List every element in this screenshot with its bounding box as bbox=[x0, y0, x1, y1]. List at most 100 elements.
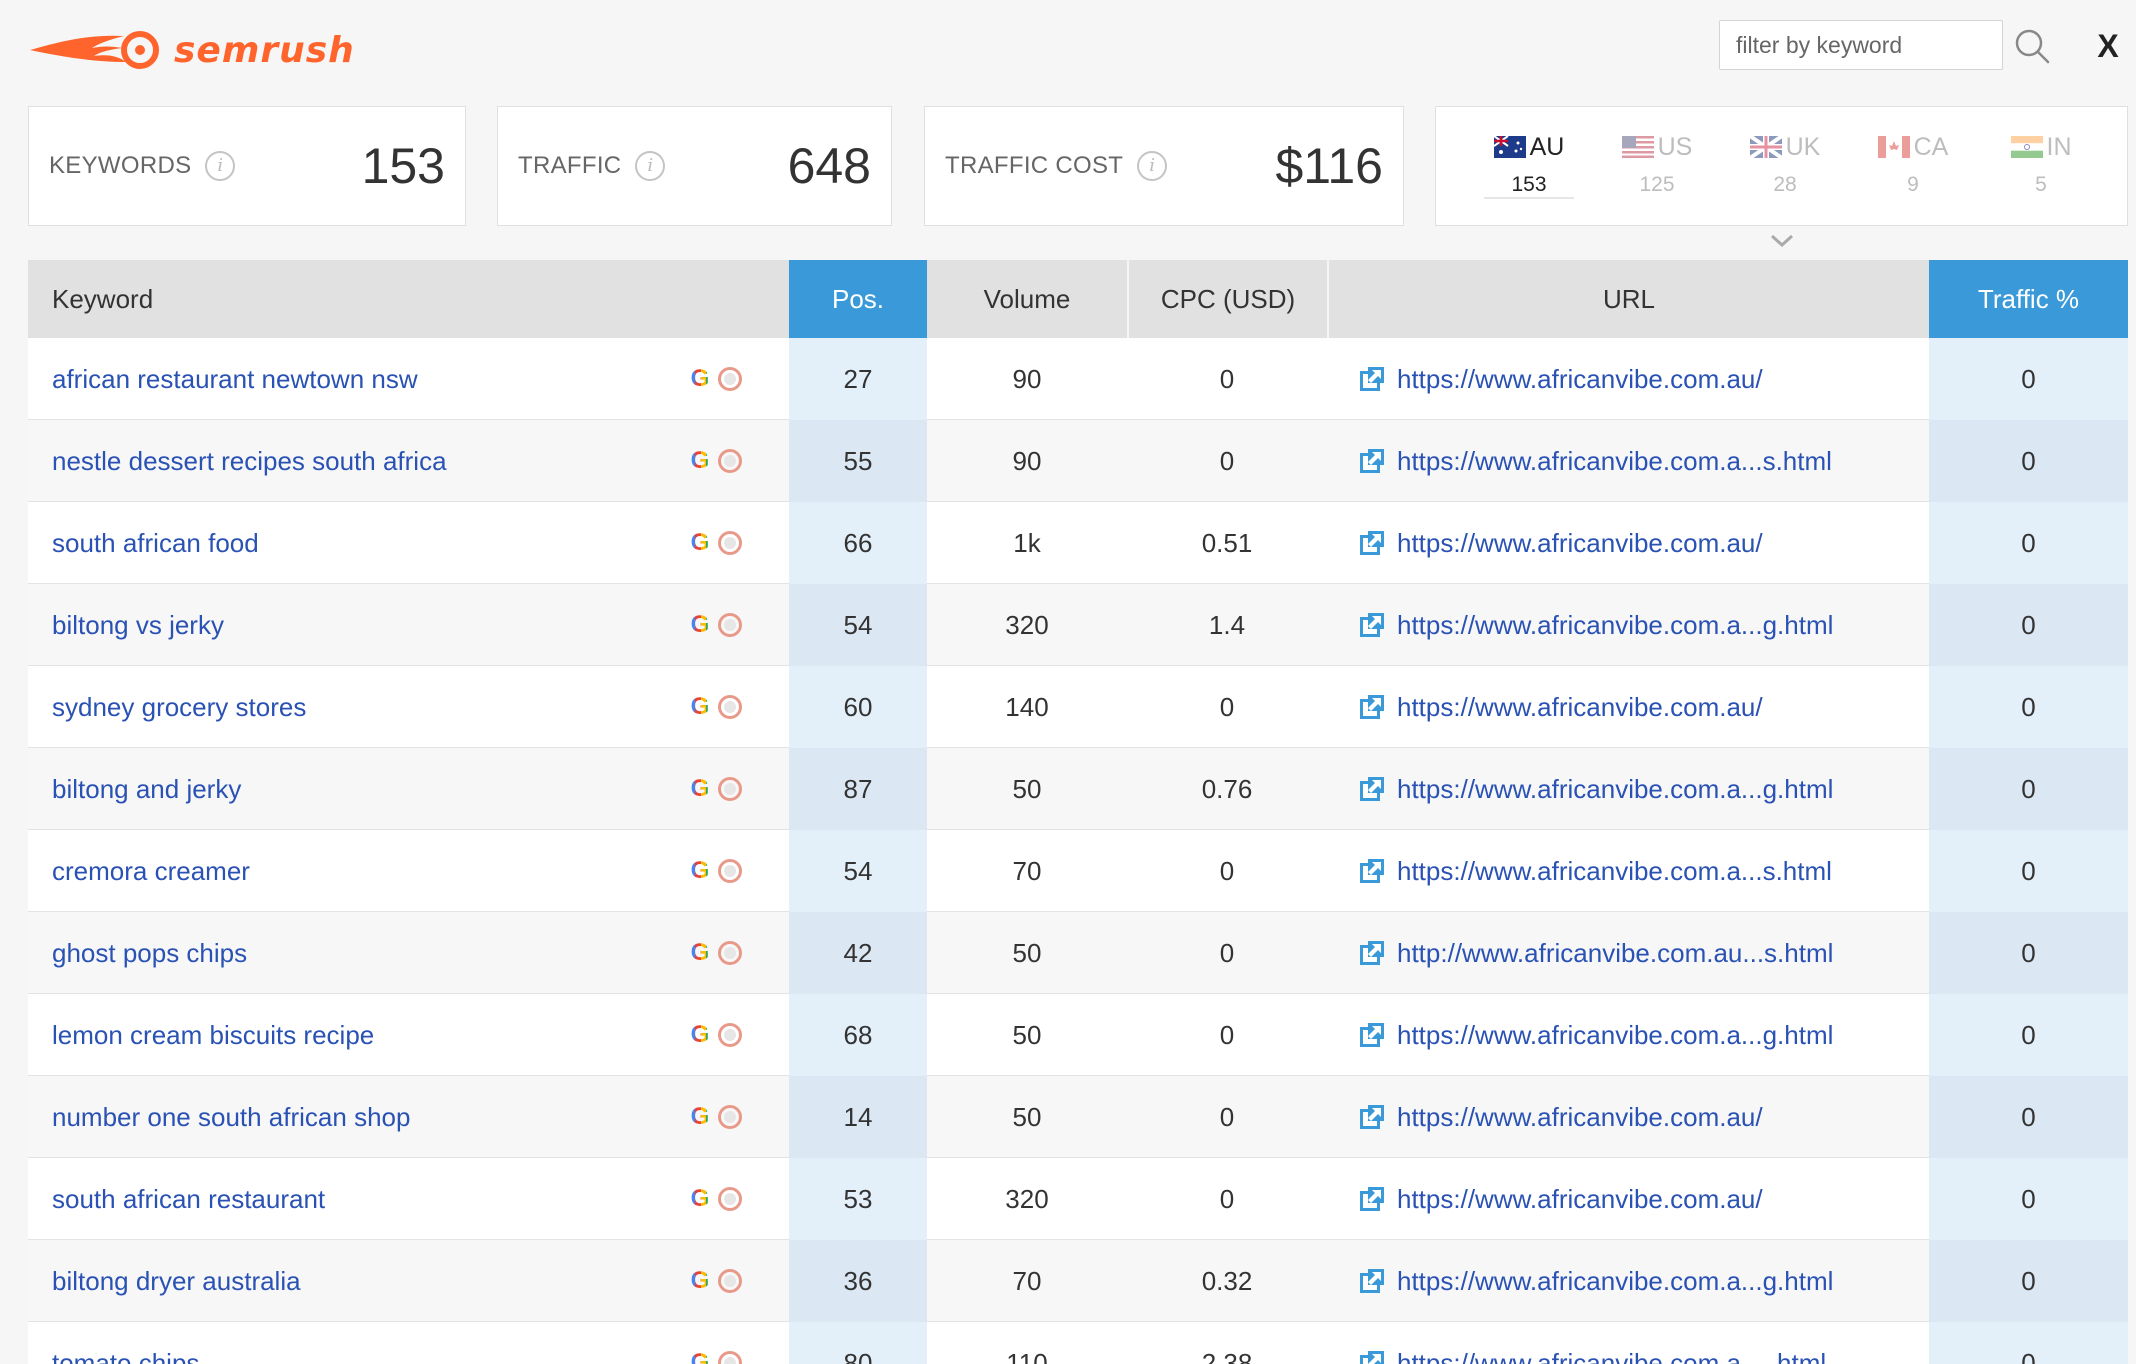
url-link[interactable]: https://www.africanvibe.com.a...s.html bbox=[1397, 855, 1832, 886]
external-link-icon[interactable] bbox=[1359, 1268, 1385, 1294]
serp-features-icon[interactable] bbox=[718, 1187, 742, 1211]
external-link-icon[interactable] bbox=[1359, 1186, 1385, 1212]
google-icon[interactable]: G bbox=[688, 449, 712, 473]
column-header-keyword[interactable]: Keyword bbox=[52, 283, 154, 314]
filter-keyword-input[interactable] bbox=[1720, 21, 2002, 69]
url-link[interactable]: https://www.africanvibe.com.a...g.html bbox=[1397, 1019, 1834, 1050]
url-cell[interactable]: https://www.africanvibe.com.a...s.html bbox=[1359, 420, 1919, 502]
serp-features-icon[interactable] bbox=[718, 1269, 742, 1293]
close-button[interactable]: X bbox=[2097, 28, 2119, 64]
google-icon[interactable]: G bbox=[688, 613, 712, 637]
column-header-url[interactable]: URL bbox=[1327, 260, 1929, 338]
info-icon[interactable]: i bbox=[635, 151, 666, 181]
google-icon[interactable]: G bbox=[688, 531, 712, 555]
url-link[interactable]: https://www.africanvibe.com.au/ bbox=[1397, 691, 1763, 722]
filter-keyword-field[interactable] bbox=[1719, 20, 2003, 70]
google-icon[interactable]: G bbox=[688, 941, 712, 965]
url-cell[interactable]: https://www.africanvibe.com.a...g.html bbox=[1359, 584, 1919, 666]
url-cell[interactable]: https://www.africanvibe.com.a.....html bbox=[1359, 1322, 1919, 1364]
keyword-link[interactable]: south african food bbox=[52, 527, 259, 558]
search-icon[interactable] bbox=[2012, 26, 2052, 66]
url-cell[interactable]: https://www.africanvibe.com.au/ bbox=[1359, 1158, 1919, 1240]
url-cell[interactable]: https://www.africanvibe.com.au/ bbox=[1359, 666, 1919, 748]
database-us[interactable]: US 125 bbox=[1612, 131, 1702, 197]
serp-features-icon[interactable] bbox=[718, 859, 742, 883]
url-link[interactable]: https://www.africanvibe.com.a...g.html bbox=[1397, 609, 1834, 640]
keyword-link[interactable]: sydney grocery stores bbox=[52, 691, 307, 722]
url-link[interactable]: https://www.africanvibe.com.a...s.html bbox=[1397, 445, 1832, 476]
url-cell[interactable]: https://www.africanvibe.com.a...g.html bbox=[1359, 748, 1919, 830]
google-icon[interactable]: G bbox=[688, 367, 712, 391]
external-link-icon[interactable] bbox=[1359, 940, 1385, 966]
external-link-icon[interactable] bbox=[1359, 448, 1385, 474]
external-link-icon[interactable] bbox=[1359, 530, 1385, 556]
url-cell[interactable]: https://www.africanvibe.com.au/ bbox=[1359, 502, 1919, 584]
keyword-link[interactable]: number one south african shop bbox=[52, 1101, 411, 1132]
serp-features-icon[interactable] bbox=[718, 1351, 742, 1364]
keyword-link[interactable]: ghost pops chips bbox=[52, 937, 248, 968]
keyword-link[interactable]: nestle dessert recipes south africa bbox=[52, 445, 447, 476]
database-uk[interactable]: UK 28 bbox=[1740, 131, 1830, 197]
google-icon[interactable]: G bbox=[688, 1023, 712, 1047]
google-icon[interactable]: G bbox=[688, 1269, 712, 1293]
column-header-pos[interactable]: Pos. bbox=[789, 260, 927, 338]
serp-features-icon[interactable] bbox=[718, 777, 742, 801]
chevron-down-icon[interactable] bbox=[1768, 230, 1796, 250]
google-icon[interactable]: G bbox=[688, 859, 712, 883]
url-cell[interactable]: https://www.africanvibe.com.au/ bbox=[1359, 1076, 1919, 1158]
url-link[interactable]: https://www.africanvibe.com.au/ bbox=[1397, 1101, 1763, 1132]
external-link-icon[interactable] bbox=[1359, 858, 1385, 884]
keyword-link[interactable]: south african restaurant bbox=[52, 1183, 326, 1214]
external-link-icon[interactable] bbox=[1359, 612, 1385, 638]
keyword-link[interactable]: biltong and jerky bbox=[52, 773, 242, 804]
position-value: 54 bbox=[843, 855, 873, 886]
google-icon[interactable]: G bbox=[688, 777, 712, 801]
keyword-link[interactable]: cremora creamer bbox=[52, 855, 250, 886]
serp-features-icon[interactable] bbox=[718, 941, 742, 965]
column-header-cpc[interactable]: CPC (USD) bbox=[1127, 260, 1327, 338]
google-icon[interactable]: G bbox=[688, 1105, 712, 1129]
serp-features-icon[interactable] bbox=[718, 1105, 742, 1129]
url-link[interactable]: https://www.africanvibe.com.au/ bbox=[1397, 1183, 1763, 1214]
keyword-link[interactable]: biltong vs jerky bbox=[52, 609, 224, 640]
serp-features-icon[interactable] bbox=[718, 613, 742, 637]
database-in[interactable]: IN 5 bbox=[1996, 131, 2086, 197]
info-icon[interactable]: i bbox=[1137, 151, 1168, 181]
url-link[interactable]: https://www.africanvibe.com.a...g.html bbox=[1397, 1265, 1834, 1296]
keyword-link[interactable]: biltong dryer australia bbox=[52, 1265, 301, 1296]
url-link[interactable]: https://www.africanvibe.com.a...g.html bbox=[1397, 773, 1834, 804]
serp-features-icon[interactable] bbox=[718, 449, 742, 473]
external-link-icon[interactable] bbox=[1359, 776, 1385, 802]
url-cell[interactable]: http://www.africanvibe.com.au...s.html bbox=[1359, 912, 1919, 994]
url-link[interactable]: https://www.africanvibe.com.au/ bbox=[1397, 527, 1763, 558]
url-cell[interactable]: https://www.africanvibe.com.au/ bbox=[1359, 338, 1919, 420]
column-header-volume[interactable]: Volume bbox=[983, 283, 1071, 314]
external-link-icon[interactable] bbox=[1359, 1350, 1385, 1364]
url-link[interactable]: http://www.africanvibe.com.au...s.html bbox=[1397, 937, 1834, 968]
serp-features-icon[interactable] bbox=[718, 695, 742, 719]
url-link[interactable]: https://www.africanvibe.com.a.....html bbox=[1397, 1347, 1827, 1364]
google-icon[interactable]: G bbox=[688, 1187, 712, 1211]
url-cell[interactable]: https://www.africanvibe.com.a...g.html bbox=[1359, 994, 1919, 1076]
url-cell[interactable]: https://www.africanvibe.com.a...s.html bbox=[1359, 830, 1919, 912]
database-au[interactable]: AU 153 bbox=[1484, 131, 1574, 199]
keyword-link[interactable]: african restaurant newtown nsw bbox=[52, 363, 418, 394]
column-header-traffic[interactable]: Traffic % bbox=[1929, 260, 2128, 338]
keyword-link[interactable]: tomato chips bbox=[52, 1347, 200, 1364]
serp-features-icon[interactable] bbox=[718, 367, 742, 391]
external-link-icon[interactable] bbox=[1359, 1022, 1385, 1048]
url-cell[interactable]: https://www.africanvibe.com.a...g.html bbox=[1359, 1240, 1919, 1322]
database-ca[interactable]: CA 9 bbox=[1868, 131, 1958, 197]
keyword-link[interactable]: lemon cream biscuits recipe bbox=[52, 1019, 375, 1050]
url-link[interactable]: https://www.africanvibe.com.au/ bbox=[1397, 363, 1763, 394]
google-icon[interactable]: G bbox=[688, 1351, 712, 1364]
info-icon[interactable]: i bbox=[205, 151, 236, 181]
google-icon[interactable]: G bbox=[688, 695, 712, 719]
semrush-logo[interactable]: semrush bbox=[28, 22, 358, 78]
serp-features-icon[interactable] bbox=[718, 1023, 742, 1047]
table-row: cremora creamer G 54 70 0 https://www.african… bbox=[28, 830, 2128, 912]
external-link-icon[interactable] bbox=[1359, 694, 1385, 720]
external-link-icon[interactable] bbox=[1359, 1104, 1385, 1130]
external-link-icon[interactable] bbox=[1359, 366, 1385, 392]
serp-features-icon[interactable] bbox=[718, 531, 742, 555]
